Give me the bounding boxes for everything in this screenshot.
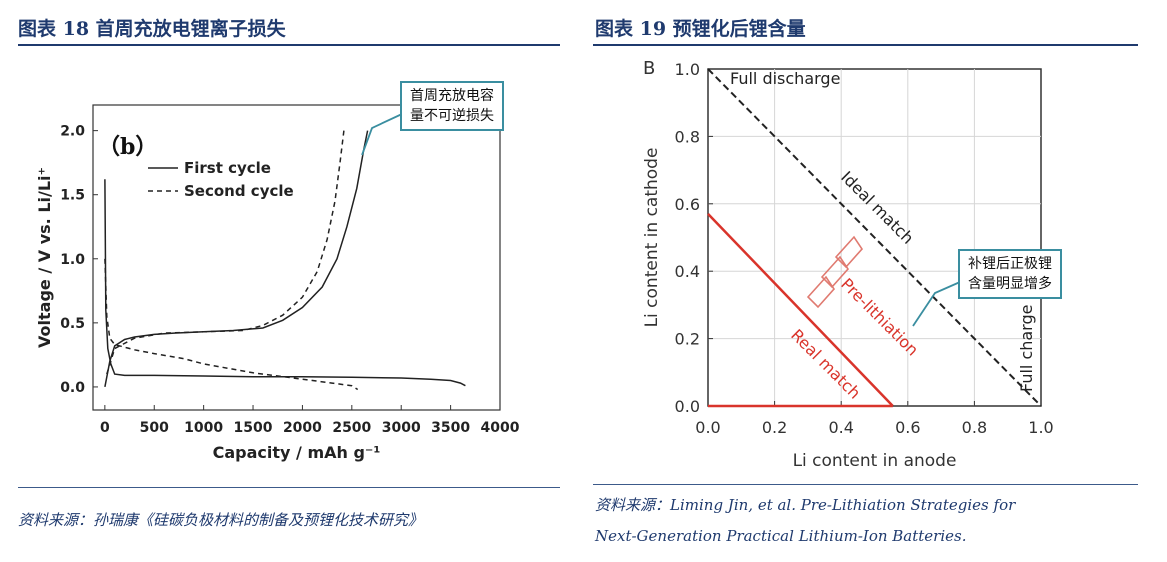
y-tick-label: 0.6 <box>675 195 700 214</box>
x-tick-label: 3500 <box>431 420 470 436</box>
panel-label: （b） <box>98 134 157 160</box>
x-tick-label: 3000 <box>382 420 421 436</box>
y-axis-label: Li content in cathode <box>642 148 662 328</box>
plot-frame <box>92 104 501 411</box>
right-callout-leader <box>912 281 961 327</box>
y-tick-label: 0.0 <box>675 397 700 416</box>
y-tick-label: 0.4 <box>675 262 700 281</box>
left-callout-line1: 首周充放电容 <box>410 88 494 104</box>
right-callout: 补锂后正极锂 含量明显增多 <box>958 249 1062 299</box>
left-callout-line2: 量不可逆损失 <box>410 108 494 124</box>
right-source-line2: Next-Generation Practical Lithium-Ion Ba… <box>595 527 967 545</box>
x-tick-label: 4000 <box>481 420 520 436</box>
series-real-match <box>707 213 894 407</box>
voltage-capacity-chart: 0 500 1000 1500 2000 2500 3000 3500 4000 0.0 0.5 1.… <box>35 104 520 462</box>
x-tick-label: 2000 <box>283 420 322 436</box>
y-tick-label: 2.0 <box>60 124 85 140</box>
y-tick-label: 1.5 <box>60 188 85 204</box>
x-tick-label: 1.0 <box>1028 418 1053 437</box>
x-tick-label: 500 <box>140 420 169 436</box>
y-tick-label: 0.2 <box>675 330 700 349</box>
y-tick-label: 0.5 <box>60 316 85 332</box>
right-title-rule <box>593 44 1138 46</box>
right-source-line1: 资料来源：Liming Jin, et al. Pre-Lithiation S… <box>595 496 1016 514</box>
left-source: 资料来源：孙瑞康《硅碳负极材料的制备及预锂化技术研究》 <box>18 511 424 529</box>
right-figure-title: 图表 19 预锂化后锂含量 <box>595 18 806 40</box>
x-tick-label: 0.8 <box>962 418 987 437</box>
series-second-cycle-charge <box>106 130 345 375</box>
x-axis-label: Li content in anode <box>793 451 957 471</box>
left-callout: 首周充放电容 量不可逆损失 <box>400 81 504 131</box>
x-tick-label: 2500 <box>332 420 371 436</box>
legend-label-first-cycle: First cycle <box>184 159 271 177</box>
pre-lithiation-arrow <box>820 255 850 289</box>
x-tick-label: 0.6 <box>895 418 920 437</box>
annotation-full-charge: Full charge <box>1017 305 1036 392</box>
right-callout-line1: 补锂后正极锂 <box>968 256 1052 272</box>
y-tick-label: 1.0 <box>675 60 700 79</box>
left-source-rule <box>18 487 560 488</box>
right-source-rule <box>593 484 1138 485</box>
series-second-cycle-discharge <box>104 258 359 391</box>
y-tick-label: 0.8 <box>675 127 700 146</box>
y-tick-label: 0.0 <box>60 380 85 396</box>
legend-label-second-cycle: Second cycle <box>184 182 294 200</box>
pre-lithiation-arrow <box>834 235 864 269</box>
left-title-rule <box>18 44 560 46</box>
annotation-full-discharge: Full discharge <box>730 69 840 88</box>
left-callout-leader <box>361 113 403 156</box>
x-axis-label: Capacity / mAh g⁻¹ <box>213 443 381 462</box>
y-tick-label: 1.0 <box>60 252 85 268</box>
x-tick-label: 0.4 <box>828 418 853 437</box>
series-ideal-match <box>707 68 1042 407</box>
pre-lithiation-arrow <box>806 275 836 309</box>
x-tick-label: 0 <box>100 420 110 436</box>
right-callout-line2: 含量明显增多 <box>968 276 1052 292</box>
panel-label: B <box>643 58 655 79</box>
x-tick-label: 1500 <box>234 420 273 436</box>
x-tick-label: 0.0 <box>695 418 720 437</box>
x-tick-label: 0.2 <box>762 418 787 437</box>
series-first-cycle-discharge <box>104 179 466 387</box>
x-tick-label: 1000 <box>184 420 223 436</box>
y-axis-label: Voltage / V vs. Li/Li⁺ <box>35 167 54 348</box>
left-figure-title: 图表 18 首周充放电锂离子损失 <box>18 18 286 40</box>
li-content-chart: 0.0 0.2 0.4 0.6 0.8 1.0 0.0 0.2 0.4 0.6 0.8 1.0 Li c… <box>642 58 1054 471</box>
